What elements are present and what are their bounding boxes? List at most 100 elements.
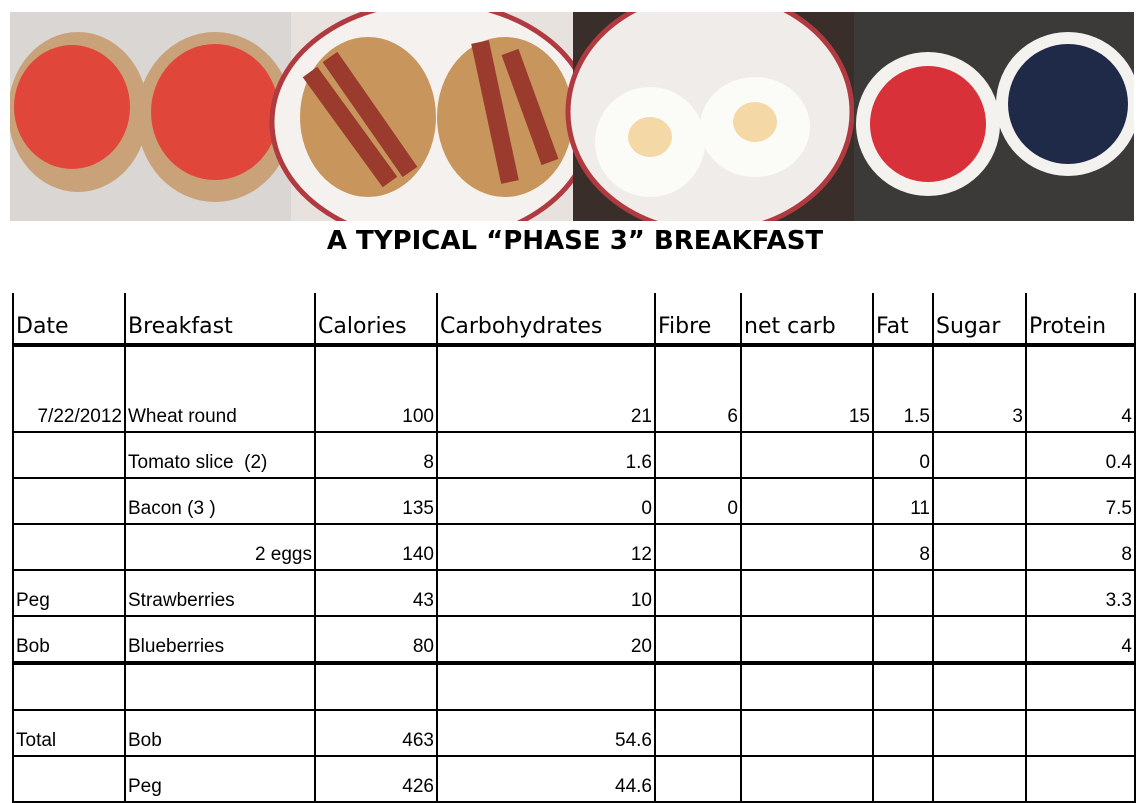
table-cell: 12 [436, 524, 656, 571]
table-cell [740, 710, 874, 757]
table-cell: 43 [314, 570, 438, 617]
table-cell: 20 [436, 616, 656, 665]
column-header: net carb [740, 293, 874, 347]
table-cell [932, 524, 1027, 571]
table-cell: 426 [314, 756, 438, 803]
nutrition-table: Date Breakfast Calories Carbohydrates Fibre n… [12, 293, 1136, 803]
table-cell [932, 478, 1027, 525]
table-cell: 44.6 [436, 756, 656, 803]
table-cell [872, 570, 934, 617]
table-cell [12, 663, 126, 711]
table-cell: 6 [654, 345, 742, 433]
table-cell: 2 eggs [124, 524, 316, 571]
table-cell: 140 [314, 524, 438, 571]
table-cell [1025, 756, 1136, 803]
table-cell [654, 756, 742, 803]
table-cell: 1.6 [436, 432, 656, 479]
column-header: Sugar [932, 293, 1027, 347]
table-cell [124, 663, 316, 711]
header-row: Date Breakfast Calories Carbohydrates Fibre n… [12, 293, 1136, 347]
photo-bacon [269, 12, 595, 221]
table-row: 7/22/2012 Wheat round 100 21 6 15 1.5 3 4 [12, 345, 1136, 433]
column-header: Date [12, 293, 126, 347]
table-cell [654, 663, 742, 711]
table-cell [12, 756, 126, 803]
column-header: Breakfast [124, 293, 316, 347]
table-cell [872, 710, 934, 757]
table-row: Bacon (3 ) 135 0 0 11 7.5 [12, 478, 1136, 525]
table-cell [654, 710, 742, 757]
table-cell [872, 756, 934, 803]
table-cell: Peg [12, 570, 126, 617]
photo-berries [854, 12, 1134, 221]
table-cell: 463 [314, 710, 438, 757]
table-cell: 7.5 [1025, 478, 1136, 525]
table-row [12, 663, 1136, 711]
table-cell: 3.3 [1025, 570, 1136, 617]
table-row: Peg 426 44.6 [12, 756, 1136, 803]
table-cell [12, 432, 126, 479]
table-cell [740, 478, 874, 525]
table-cell: 4 [1025, 345, 1136, 433]
table-cell [12, 524, 126, 571]
table-cell [872, 663, 934, 711]
table-cell [872, 616, 934, 665]
table-cell [1025, 710, 1136, 757]
table-cell [932, 756, 1027, 803]
table-cell [932, 432, 1027, 479]
table-row: Total Bob 463 54.6 [12, 710, 1136, 757]
column-header: Carbohydrates [436, 293, 656, 347]
table-cell [740, 432, 874, 479]
table-cell: Bob [124, 710, 316, 757]
table-cell: 21 [436, 345, 656, 433]
table-cell [932, 663, 1027, 711]
table-cell: 7/22/2012 [12, 345, 126, 433]
table-cell: Wheat round [124, 345, 316, 433]
table-cell [654, 616, 742, 665]
table-row: Tomato slice (2) 8 1.6 0 0.4 [12, 432, 1136, 479]
column-header: Fat [872, 293, 934, 347]
table-cell: Total [12, 710, 126, 757]
table-cell: 0 [872, 432, 934, 479]
photo-eggs [565, 12, 855, 221]
table-cell: 8 [872, 524, 934, 571]
table-row: Bob Blueberries 80 20 4 [12, 616, 1136, 665]
table-cell: 0.4 [1025, 432, 1136, 479]
table-cell [740, 616, 874, 665]
table-cell: 11 [872, 478, 934, 525]
table-cell: 8 [1025, 524, 1136, 571]
table-cell [932, 710, 1027, 757]
table-cell [436, 663, 656, 711]
table-cell: 0 [436, 478, 656, 525]
table-cell [654, 432, 742, 479]
photo-tomato [10, 12, 293, 221]
table-cell [654, 524, 742, 571]
table-cell: Tomato slice (2) [124, 432, 316, 479]
photo-strip [10, 12, 1134, 221]
table-row: Peg Strawberries 43 10 3.3 [12, 570, 1136, 617]
table-cell: 0 [654, 478, 742, 525]
table-cell: 135 [314, 478, 438, 525]
table-cell: 100 [314, 345, 438, 433]
table-cell: Bacon (3 ) [124, 478, 316, 525]
table-cell: 1.5 [872, 345, 934, 433]
table-cell [12, 478, 126, 525]
table-cell [654, 570, 742, 617]
table-cell [740, 524, 874, 571]
table-cell [932, 616, 1027, 665]
column-header: Protein [1025, 293, 1136, 347]
table-cell: 4 [1025, 616, 1136, 665]
table-cell: 10 [436, 570, 656, 617]
table-cell: Peg [124, 756, 316, 803]
table-cell: Strawberries [124, 570, 316, 617]
table-cell: 80 [314, 616, 438, 665]
table-cell: 3 [932, 345, 1027, 433]
table-cell [740, 663, 874, 711]
table-cell [932, 570, 1027, 617]
table-cell: Bob [12, 616, 126, 665]
table-cell [740, 756, 874, 803]
table-cell: 15 [740, 345, 874, 433]
table-cell: Blueberries [124, 616, 316, 665]
table-cell [740, 570, 874, 617]
